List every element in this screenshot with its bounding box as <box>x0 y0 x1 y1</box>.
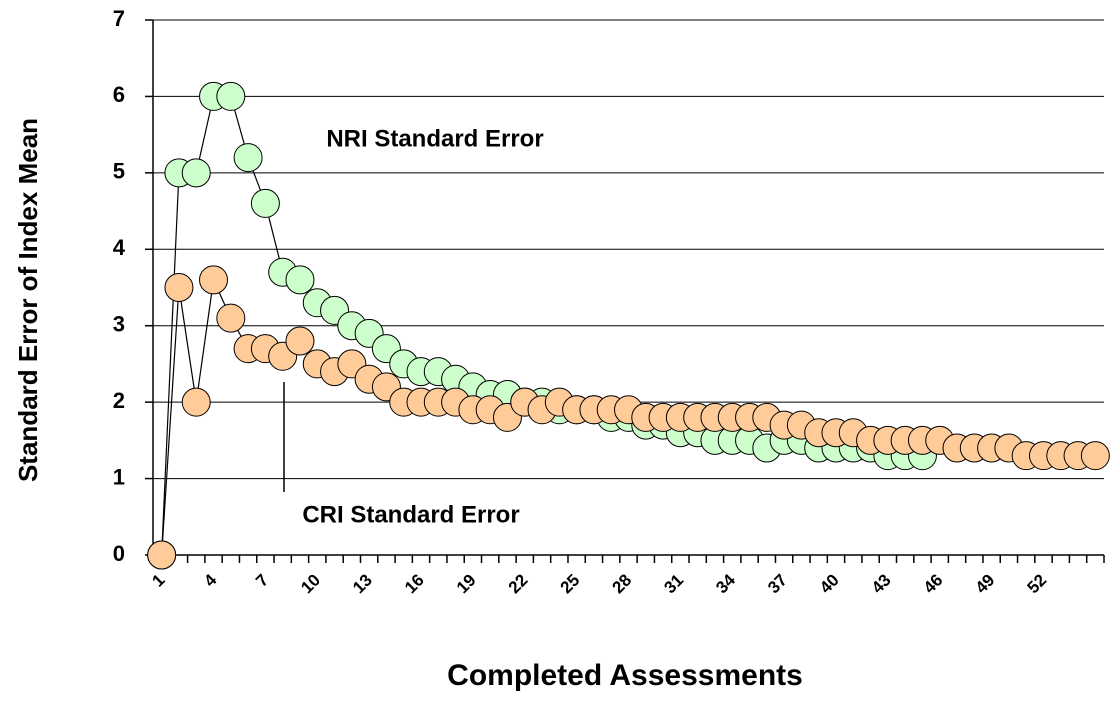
x-tick-label: 22 <box>505 570 532 597</box>
x-tick-label: 43 <box>868 570 895 597</box>
x-tick-label: 1 <box>148 570 168 590</box>
marker <box>285 326 315 356</box>
marker <box>1080 441 1110 471</box>
annotation: NRI Standard Error <box>326 125 543 152</box>
x-tick-label: 34 <box>712 570 739 597</box>
y-tick-label: 5 <box>113 159 125 184</box>
marker <box>216 81 246 111</box>
marker <box>181 158 211 188</box>
annotation: CRI Standard Error <box>302 501 519 528</box>
x-tick-label: 46 <box>920 570 947 597</box>
y-tick-label: 1 <box>113 464 125 489</box>
x-tick-label: 28 <box>609 570 636 597</box>
marker <box>285 265 315 295</box>
x-tick-label: 37 <box>764 570 791 597</box>
x-tick-label: 10 <box>297 570 324 597</box>
x-tick-label: 49 <box>972 570 999 597</box>
x-tick-label: 25 <box>557 570 584 597</box>
y-tick-label: 2 <box>113 388 125 413</box>
marker <box>147 540 177 570</box>
marker <box>233 143 263 173</box>
marker <box>181 387 211 417</box>
x-tick-label: 13 <box>349 570 376 597</box>
y-tick-label: 4 <box>113 235 126 260</box>
marker <box>250 188 280 218</box>
x-tick-label: 7 <box>252 570 272 590</box>
x-tick-label: 40 <box>816 570 843 597</box>
x-axis-title: Completed Assessments <box>447 659 803 692</box>
y-tick-label: 6 <box>113 82 125 107</box>
x-tick-label: 52 <box>1023 570 1050 597</box>
y-tick-label: 0 <box>113 541 125 566</box>
y-tick-label: 7 <box>113 6 125 31</box>
x-tick-label: 31 <box>660 570 687 597</box>
x-tick-label: 16 <box>401 570 428 597</box>
x-tick-label: 19 <box>453 570 480 597</box>
marker <box>199 265 229 295</box>
x-tick-label: 4 <box>200 570 221 591</box>
y-tick-label: 3 <box>113 312 125 337</box>
marker <box>164 273 194 302</box>
marker <box>216 303 246 333</box>
y-axis-title: Standard Error of Index Mean <box>13 118 43 482</box>
